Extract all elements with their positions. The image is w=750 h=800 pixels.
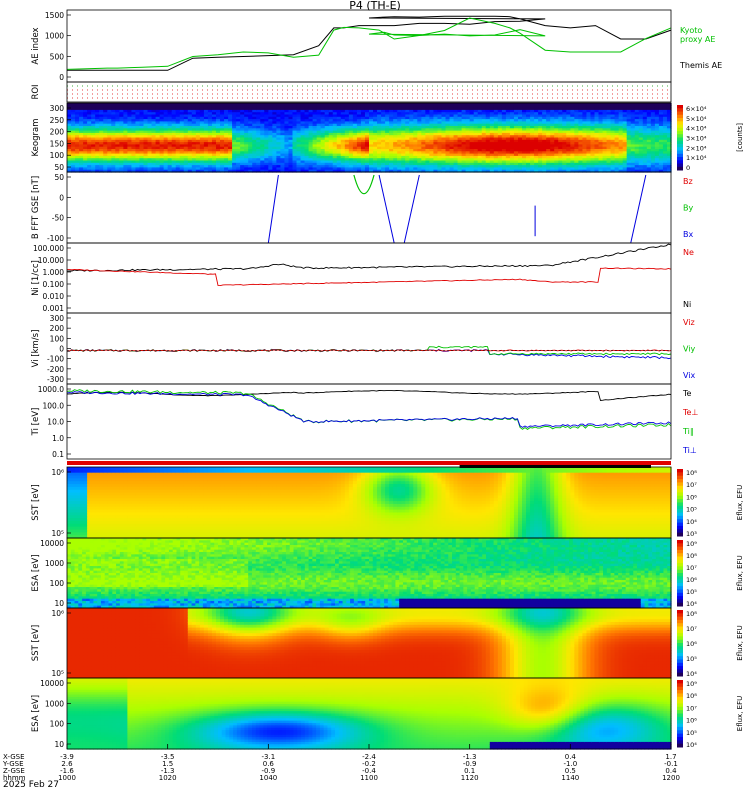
keogram-heatmap	[67, 103, 672, 173]
sst1-heatmap	[67, 467, 672, 539]
